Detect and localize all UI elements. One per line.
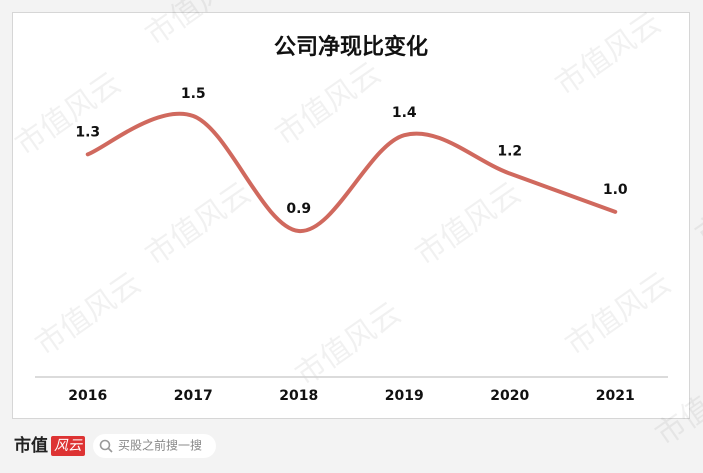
data-label: 1.3 bbox=[75, 124, 100, 140]
brand-badge: 风云 bbox=[54, 438, 83, 454]
search-placeholder: 买股之前搜一搜 bbox=[118, 438, 202, 453]
data-label: 0.9 bbox=[286, 201, 311, 217]
search-box[interactable] bbox=[93, 434, 216, 458]
data-label: 1.2 bbox=[497, 144, 522, 160]
line bbox=[85, 111, 618, 234]
brand: 市值 bbox=[14, 435, 48, 456]
data-label: 1.4 bbox=[392, 105, 417, 121]
x-tick-label: 2016 bbox=[68, 388, 107, 404]
brand-badge-bg bbox=[51, 436, 85, 456]
x-tick-label: 2021 bbox=[596, 388, 635, 404]
plot: 1.3 2016 1.5 2017 0.9 2018 1.4 2019 1.2 2020 1.0 20… bbox=[68, 86, 634, 404]
data-label: 1.5 bbox=[181, 86, 206, 102]
data-label: 1.0 bbox=[603, 182, 628, 198]
x-tick-label: 2018 bbox=[279, 388, 318, 404]
chart-frame bbox=[12, 12, 690, 419]
search-icon-handle bbox=[107, 447, 113, 453]
x-tick-label: 2020 bbox=[490, 388, 529, 404]
x-tick-label: 2019 bbox=[385, 388, 424, 404]
search-icon bbox=[99, 439, 111, 451]
x-tick-label: 2017 bbox=[174, 388, 213, 404]
chart-title: 公司净现比变化 bbox=[274, 34, 428, 60]
